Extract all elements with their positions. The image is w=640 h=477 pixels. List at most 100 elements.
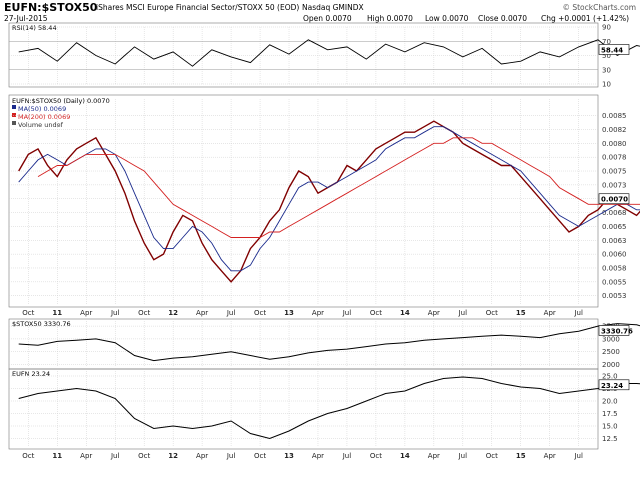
y-tick-label: 0.0068 [602, 209, 627, 217]
y-tick-label: 15.0 [602, 423, 618, 431]
y-tick-label: 3000 [602, 335, 620, 343]
stox50-panel: $STOX50 3330.76 35003000250020003330.76 [8, 318, 640, 370]
legend-volume-swatch [12, 121, 16, 125]
y-tick-label: 17.5 [602, 410, 618, 418]
ohlc-close: Close 0.0070 [478, 14, 527, 23]
y-tick-label: 0.0065 [602, 223, 627, 231]
x-tick-label: Jul [342, 452, 352, 460]
x-tick-label: Apr [196, 309, 208, 317]
x-tick-label: Oct [370, 452, 382, 460]
x-tick-label: Oct [370, 309, 382, 317]
ma50-line [18, 126, 640, 272]
chart-symbol: EUFN:$STOX50 [4, 1, 98, 14]
x-tick-label: 11 [52, 452, 62, 460]
current-value-badge [598, 325, 630, 336]
current-value-badge [598, 44, 630, 55]
current-value-label: 23.24 [601, 382, 623, 390]
y-tick-label: 2500 [602, 348, 620, 356]
x-tick-label: Oct [486, 452, 498, 460]
current-value-label: 58.44 [601, 46, 623, 54]
eufn-label: EUFN 23.24 [12, 370, 50, 378]
y-tick-label: 10 [602, 81, 611, 89]
y-tick-label: 0.0073 [602, 181, 627, 189]
x-tick-label: Jul [573, 309, 583, 317]
stox50-line [18, 323, 640, 362]
y-tick-label: 0.0078 [602, 154, 627, 162]
current-value-badge [598, 379, 630, 391]
ohlc-open: Open 0.0070 [303, 14, 352, 23]
x-tick-label: Jul [458, 309, 468, 317]
x-tick-label: Jul [458, 452, 468, 460]
y-tick-label: 2000 [602, 361, 620, 369]
legend-ma50-swatch [12, 105, 16, 109]
ohlc-high: High 0.0070 [367, 14, 413, 23]
ma200-line [37, 137, 640, 238]
y-tick-label: 90 [602, 24, 611, 32]
x-tick-label: 12 [168, 309, 178, 317]
eufn-line [18, 376, 640, 440]
rsi-panel: RSI(14) 58.44 90 70 50 30 10 58.44 [8, 22, 640, 89]
x-tick-label: Jul [226, 309, 236, 317]
y-tick-label: 0.0080 [602, 140, 627, 148]
legend-ma50: MA(50) 0.0069 [18, 105, 66, 113]
x-tick-label: Apr [428, 452, 440, 460]
y-tick-label: 30 [602, 66, 611, 74]
y-tick-label: 0.0058 [602, 264, 627, 272]
y-tick-label: 0.0075 [602, 168, 627, 176]
x-tick-label: Apr [80, 452, 92, 460]
ohlc-low: Low 0.0070 [425, 14, 469, 23]
x-tick-label: 14 [400, 452, 410, 460]
y-tick-label: 20.0 [602, 398, 618, 406]
stockcharts-brand[interactable]: © StockCharts.com [562, 3, 636, 12]
x-tick-label: Jul [110, 309, 120, 317]
current-value-label: 0.0070 [601, 196, 628, 204]
x-tick-label: 11 [52, 309, 62, 317]
y-tick-label: 0.0053 [602, 292, 627, 300]
x-tick-label: Oct [22, 309, 34, 317]
stox50-label: $STOX50 3330.76 [12, 320, 71, 328]
x-tick-label: Apr [196, 452, 208, 460]
x-tick-label: 12 [168, 452, 178, 460]
x-tick-label: Apr [544, 452, 556, 460]
x-axis-bottom: Oct 11 Apr Jul Oct 12 Apr Jul Oct 13 Apr Jul Oct 14 Ap… [22, 452, 583, 460]
x-tick-label: 13 [284, 452, 294, 460]
current-value-label: 3330.76 [601, 327, 633, 335]
x-tick-label: Jul [110, 452, 120, 460]
x-axis-top: Oct 11 Apr Jul Oct 12 Apr Jul Oct 13 Apr Jul Oct 14 Ap… [22, 309, 583, 317]
y-tick-label: 0.0082 [602, 126, 627, 134]
x-tick-label: Oct [22, 452, 34, 460]
y-tick-label: 0.0060 [602, 251, 627, 259]
legend-ma200: MA(200) 0.0069 [18, 113, 70, 121]
ohlc-change: Chg +0.0001 (+1.42%) [541, 14, 629, 23]
x-tick-label: Oct [254, 452, 266, 460]
x-tick-label: Apr [80, 309, 92, 317]
y-tick-label: 0.0063 [602, 237, 627, 245]
price-panel: EUFN:$STOX50 (Daily) 0.0070 MA(50) 0.006… [8, 94, 640, 308]
price-title: EUFN:$STOX50 (Daily) 0.0070 [12, 97, 110, 105]
x-tick-label: Apr [428, 309, 440, 317]
rsi-label: RSI(14) 58.44 [12, 24, 57, 32]
x-tick-label: 15 [516, 309, 526, 317]
chart-date: 27-Jul-2015 [4, 14, 48, 23]
y-tick-label: 70 [602, 38, 611, 46]
y-tick-label: 50 [602, 52, 611, 60]
x-tick-label: 14 [400, 309, 410, 317]
y-tick-label: 12.5 [602, 435, 618, 443]
chart-description: iShares MSCI Europe Financial Sector/STO… [96, 3, 299, 12]
y-tick-label: 0.0055 [602, 278, 627, 286]
x-tick-label: Apr [544, 309, 556, 317]
x-tick-label: Jul [342, 309, 352, 317]
x-tick-label: Jul [226, 452, 236, 460]
x-tick-label: 13 [284, 309, 294, 317]
eufn-panel: EUFN 23.24 25.022.520.017.515.012.523.24 [8, 368, 640, 450]
chart-exchange: Nasdaq GMINDX [302, 3, 364, 12]
rsi-line [18, 39, 640, 67]
x-tick-label: Oct [254, 309, 266, 317]
y-tick-label: 0.0085 [602, 112, 627, 120]
legend-ma200-swatch [12, 113, 16, 117]
x-tick-label: Apr [312, 452, 324, 460]
x-tick-label: Oct [138, 309, 150, 317]
x-tick-label: Oct [138, 452, 150, 460]
y-tick-label: 25.0 [602, 373, 618, 381]
